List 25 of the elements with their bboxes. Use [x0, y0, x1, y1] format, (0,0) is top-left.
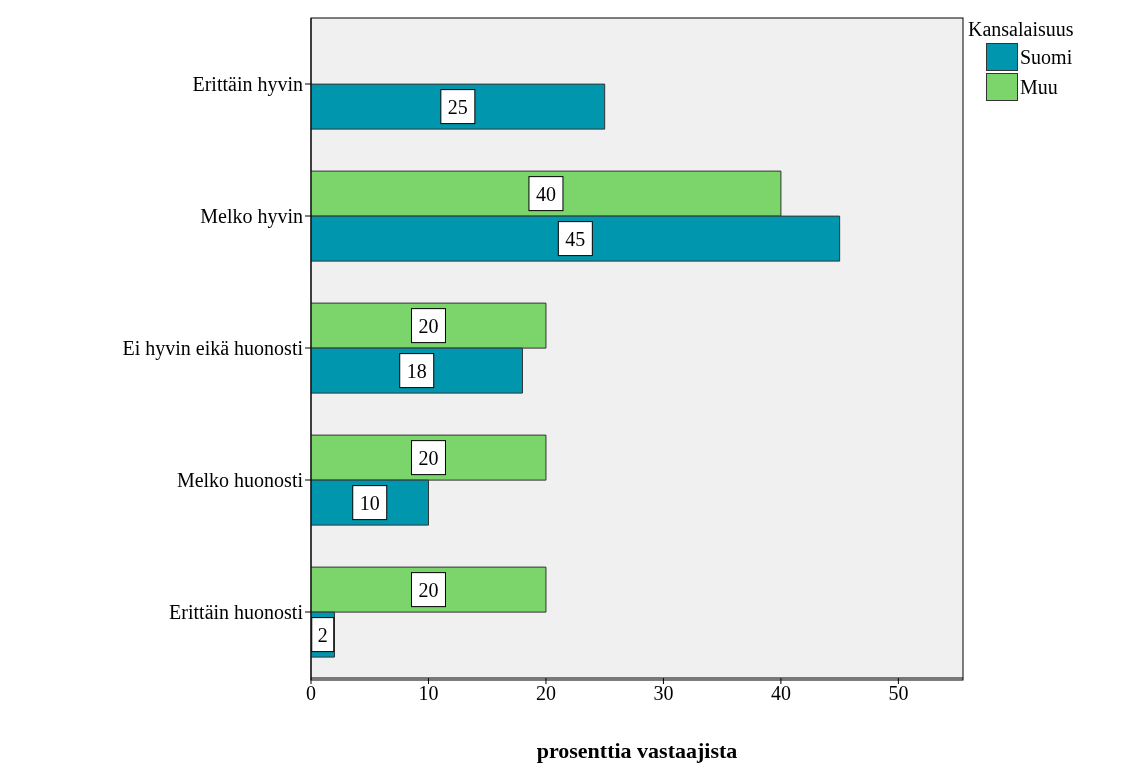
- data-label: 18: [406, 359, 427, 382]
- data-label: 25: [447, 95, 468, 118]
- x-tick-label: 50: [888, 682, 909, 705]
- data-label: 20: [418, 314, 439, 337]
- data-label: 40: [535, 182, 556, 205]
- data-label: 20: [418, 578, 439, 601]
- data-label: 45: [565, 227, 586, 250]
- data-label: 2: [317, 623, 328, 646]
- y-tick-label: Melko hyvin: [200, 205, 303, 229]
- data-label: 20: [418, 446, 439, 469]
- x-tick-label: 0: [306, 682, 316, 705]
- legend-label: Suomi: [1020, 45, 1073, 69]
- x-axis-title: prosenttia vastaajista: [536, 738, 738, 763]
- x-tick-label: 10: [418, 682, 439, 705]
- bar: [311, 83, 606, 130]
- legend-label: Muu: [1020, 75, 1058, 99]
- data-label: 10: [359, 491, 380, 514]
- x-tick-label: 20: [535, 682, 556, 705]
- x-tick-label: 40: [770, 682, 791, 705]
- legend-title: Kansalaisuus: [968, 18, 1074, 41]
- x-tick-label: 30: [653, 682, 674, 705]
- y-tick-label: Erittäin huonosti: [169, 601, 304, 624]
- y-tick-label: Ei hyvin eikä huonosti: [122, 337, 304, 361]
- y-tick-label: Erittäin hyvin: [192, 73, 303, 97]
- y-tick-label: Melko huonosti: [176, 469, 304, 492]
